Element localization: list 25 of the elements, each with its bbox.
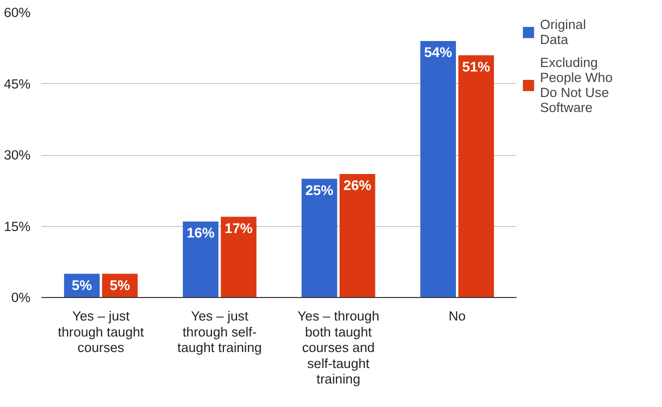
x-tick-label: Yes – through both taught courses and self-taught training: [297, 308, 380, 386]
data-label: 54%: [424, 44, 453, 60]
data-label: 17%: [224, 220, 254, 236]
data-label: 5%: [72, 276, 93, 293]
x-tick-label: Yes – just through taught courses: [58, 308, 144, 355]
bar: [458, 55, 494, 298]
bar: [420, 41, 456, 298]
data-label: 26%: [343, 177, 372, 193]
data-label: 25%: [305, 182, 334, 198]
y-tick-label: 60%: [4, 5, 31, 20]
data-label: 51%: [462, 58, 491, 74]
y-tick-label: 45%: [4, 76, 31, 92]
y-tick-label: 30%: [4, 148, 31, 162]
data-label: 5%: [110, 276, 131, 293]
bar: [340, 174, 376, 298]
legend-label: Excluding People Who Do Not Use Software: [540, 55, 614, 115]
y-tick-label: 15%: [4, 218, 31, 234]
bar: [302, 178, 338, 298]
x-tick-label: No: [448, 308, 466, 324]
data-label: 16%: [186, 224, 216, 240]
bar: [182, 222, 218, 298]
bar: [220, 216, 256, 298]
legend-label: Original Data: [540, 17, 587, 47]
y-tick-label: 0%: [11, 290, 31, 305]
x-tick-label: Yes – just through self-taught training: [177, 308, 262, 355]
